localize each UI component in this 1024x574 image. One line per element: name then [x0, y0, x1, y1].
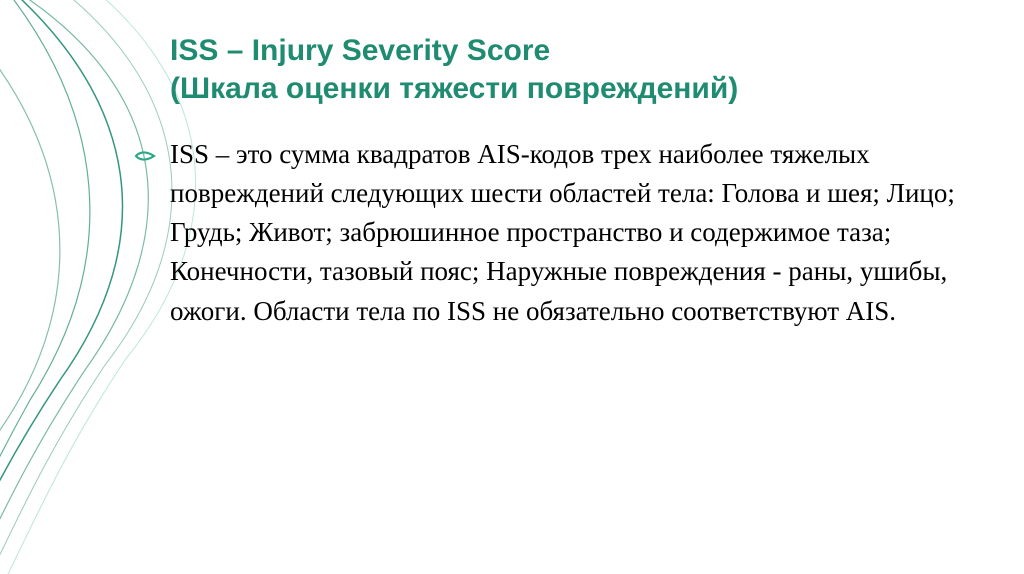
title-line-1: ISS – Injury Severity Score	[170, 34, 550, 67]
slide-body: ISS – это сумма квадратов AIS-кодов трех…	[170, 135, 984, 331]
title-line-2: (Шкала оценки тяжести повреждений)	[170, 72, 738, 105]
bullet-icon	[134, 145, 156, 167]
content-area: ISS – Injury Severity Score (Шкала оценк…	[170, 32, 984, 331]
slide-title: ISS – Injury Severity Score (Шкала оценк…	[170, 32, 984, 107]
body-text: ISS – это сумма квадратов AIS-кодов трех…	[170, 135, 984, 331]
slide: ISS – Injury Severity Score (Шкала оценк…	[0, 0, 1024, 574]
